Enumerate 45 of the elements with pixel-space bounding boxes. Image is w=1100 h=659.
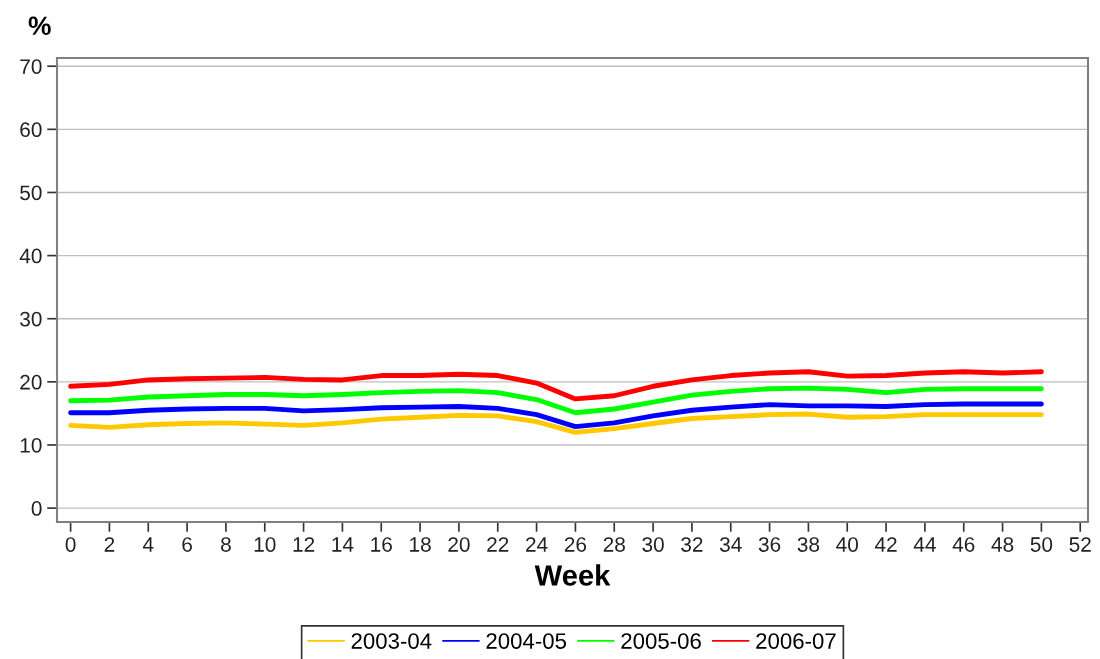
y-tick-label: 70 <box>20 59 42 74</box>
x-tick-label: 0 <box>65 537 76 552</box>
x-tick-label: 14 <box>332 537 354 552</box>
y-tick-label: 10 <box>20 437 42 453</box>
x-tick-label: 30 <box>642 537 664 552</box>
x-tick-label: 12 <box>293 537 315 552</box>
x-tick-label: 24 <box>526 537 548 552</box>
line-series <box>68 411 1044 435</box>
y-tick-label: 20 <box>20 374 42 390</box>
x-tick-label: 34 <box>719 537 742 552</box>
x-tick-label: 36 <box>758 537 781 552</box>
line-series <box>68 401 1044 430</box>
x-tick-label: 32 <box>681 537 703 552</box>
x-tick-label: 20 <box>448 537 470 552</box>
x-tick-label: 8 <box>221 537 231 552</box>
x-tick-label: 28 <box>603 537 625 552</box>
x-tick-label: 22 <box>487 537 509 552</box>
legend-label: 2005-06 <box>621 633 701 649</box>
line-series <box>68 385 1044 416</box>
x-tick-label: 52 <box>1069 537 1091 552</box>
y-tick-label: 0 <box>31 501 42 516</box>
x-axis-title: Week <box>534 564 611 586</box>
line-series <box>68 369 1044 402</box>
y-tick-label: 50 <box>20 185 42 201</box>
x-tick-label: 6 <box>182 537 192 552</box>
y-tick-label: 40 <box>19 248 42 264</box>
legend-label: 2003-04 <box>351 633 432 649</box>
x-tick-label: 50 <box>1030 537 1053 552</box>
x-tick-label: 10 <box>254 537 276 552</box>
y-axis-title: % <box>28 16 51 36</box>
x-tick-label: 18 <box>410 537 431 552</box>
x-tick-label: 2 <box>104 537 115 552</box>
x-tick-label: 38 <box>797 537 820 552</box>
x-tick-label: 26 <box>564 537 587 552</box>
legend-label: 2004-05 <box>486 633 567 649</box>
legend-label: 2006-07 <box>756 633 836 649</box>
x-tick-label: 4 <box>142 537 154 552</box>
y-tick-label: 60 <box>20 122 42 138</box>
x-tick-label: 42 <box>874 537 897 552</box>
x-tick-label: 46 <box>952 537 975 552</box>
x-tick-label: 40 <box>836 537 859 552</box>
x-tick-label: 16 <box>371 537 392 552</box>
x-tick-label: 44 <box>913 537 936 552</box>
x-tick-label: 48 <box>991 537 1014 552</box>
y-tick-label: 30 <box>20 311 42 327</box>
